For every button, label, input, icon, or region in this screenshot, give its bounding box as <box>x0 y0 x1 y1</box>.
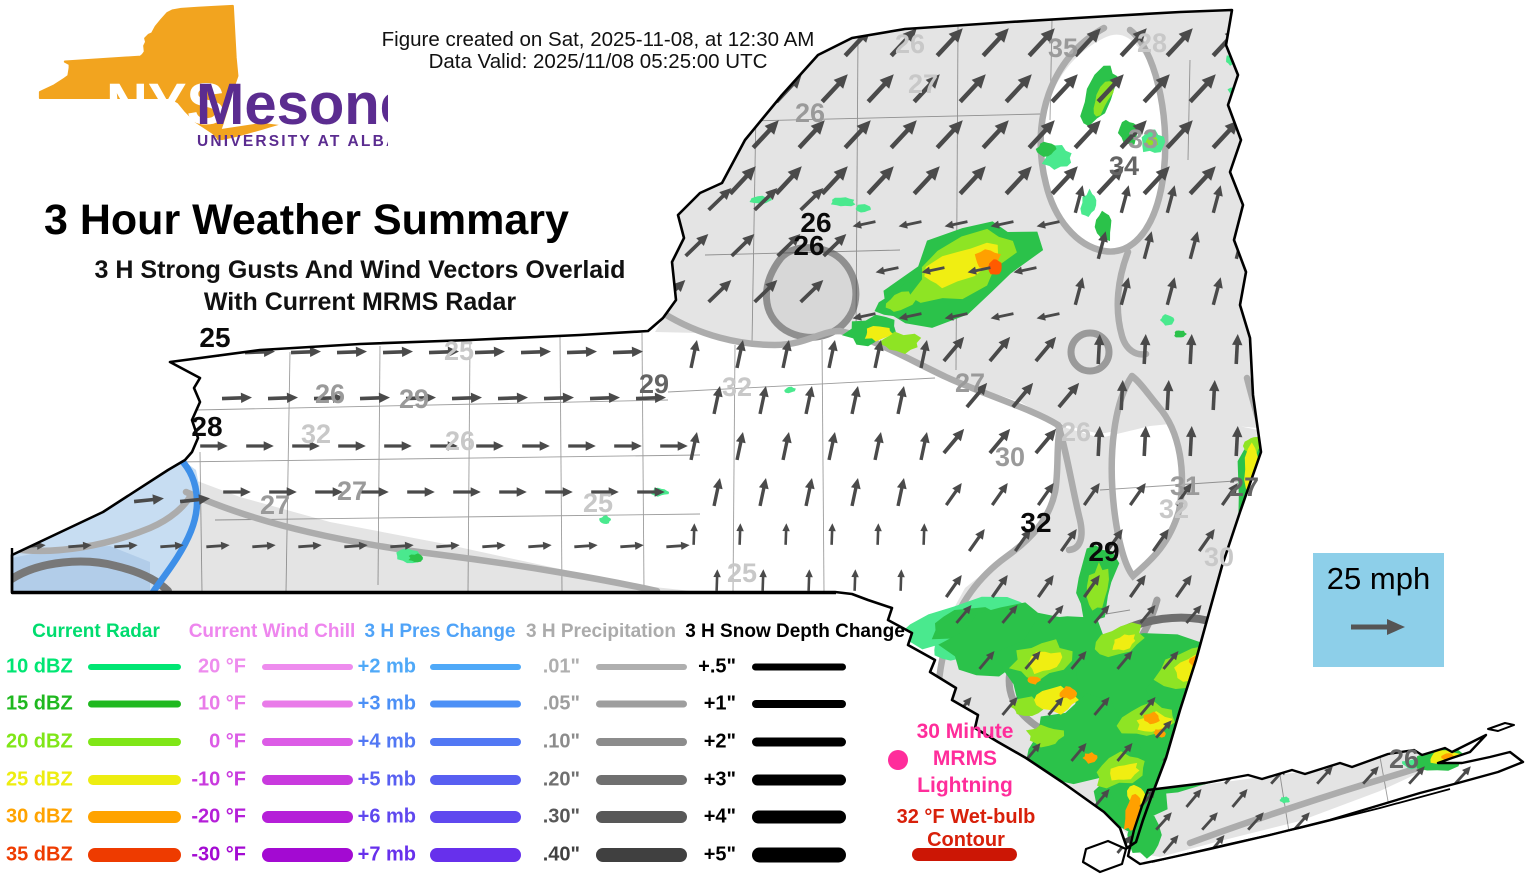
svg-text:35: 35 <box>1048 33 1078 63</box>
page-subtitle-2: With Current MRMS Radar <box>203 288 517 316</box>
logo-mesonet-text: Mesonet <box>196 72 388 137</box>
figure-created-text: Figure created on Sat, 2025-11-08, at 12… <box>381 28 815 51</box>
svg-text:26: 26 <box>895 29 925 59</box>
svg-text:28: 28 <box>1137 28 1167 58</box>
svg-text:25: 25 <box>727 558 757 588</box>
logo-university-text: UNIVERSITY AT ALBANY <box>197 133 388 150</box>
svg-text:27: 27 <box>908 69 938 99</box>
lightning-label-2: MRMS <box>932 747 998 770</box>
lightning-label-3: Lightning <box>917 774 1013 797</box>
svg-text:32: 32 <box>301 419 331 449</box>
svg-text:32: 32 <box>1159 494 1189 524</box>
svg-text:27: 27 <box>1229 472 1259 502</box>
nys-mesonet-logo: NYS Mesonet UNIVERSITY AT ALBANY <box>18 2 431 174</box>
svg-text:26: 26 <box>793 230 824 261</box>
svg-text:34: 34 <box>1109 151 1139 181</box>
svg-text:26: 26 <box>795 98 825 128</box>
state-outline <box>10 8 1525 874</box>
svg-text:26: 26 <box>445 426 475 456</box>
pressure-blue-contour <box>149 448 201 596</box>
svg-text:30: 30 <box>995 442 1025 472</box>
staten-island-outline <box>1081 839 1128 874</box>
logo-state-shape <box>38 4 279 141</box>
svg-text:29: 29 <box>1088 536 1119 567</box>
plum-island <box>1487 722 1515 732</box>
barrier-beach <box>1151 788 1451 863</box>
wind-reference-arrow-icon <box>1351 619 1405 635</box>
svg-text:26: 26 <box>1061 417 1091 447</box>
svg-text:26: 26 <box>1389 744 1419 774</box>
logo-nys-text: NYS <box>106 72 225 137</box>
svg-text:30: 30 <box>1204 542 1234 572</box>
svg-text:27: 27 <box>260 490 290 520</box>
svg-text:26: 26 <box>800 207 831 238</box>
page-title: 3 Hour Weather Summary <box>44 196 569 244</box>
svg-text:25: 25 <box>444 336 474 366</box>
svg-text:31: 31 <box>1170 471 1200 501</box>
wetbulb-line-swatch <box>912 848 1017 861</box>
svg-text:29: 29 <box>399 384 429 414</box>
svg-text:28: 28 <box>191 411 222 442</box>
svg-text:33: 33 <box>1128 124 1158 154</box>
wind-reference-label: 25 mph <box>1326 561 1431 596</box>
svg-text:32: 32 <box>722 372 752 402</box>
data-valid-text: Data Valid: 2025/11/08 05:25:00 UTC <box>428 50 768 73</box>
lightning-label-1: 30 Minute <box>916 720 1014 743</box>
lightning-dot-icon <box>888 750 908 770</box>
svg-text:32: 32 <box>1020 507 1051 538</box>
small-ring-contour <box>1067 329 1113 375</box>
plot-frame <box>10 548 836 595</box>
page-subtitle-1: 3 H Strong Gusts And Wind Vectors Overla… <box>94 256 626 284</box>
wetbulb-contour-label: 32 °F Wet-bulb Contour <box>896 806 1036 851</box>
svg-text:26: 26 <box>315 379 345 409</box>
svg-text:29: 29 <box>639 369 669 399</box>
svg-text:27: 27 <box>337 476 367 506</box>
wind-reference-box: 25 mph <box>1313 553 1444 667</box>
svg-text:27: 27 <box>955 368 985 398</box>
svg-text:25: 25 <box>199 322 230 353</box>
svg-text:25: 25 <box>583 488 613 518</box>
